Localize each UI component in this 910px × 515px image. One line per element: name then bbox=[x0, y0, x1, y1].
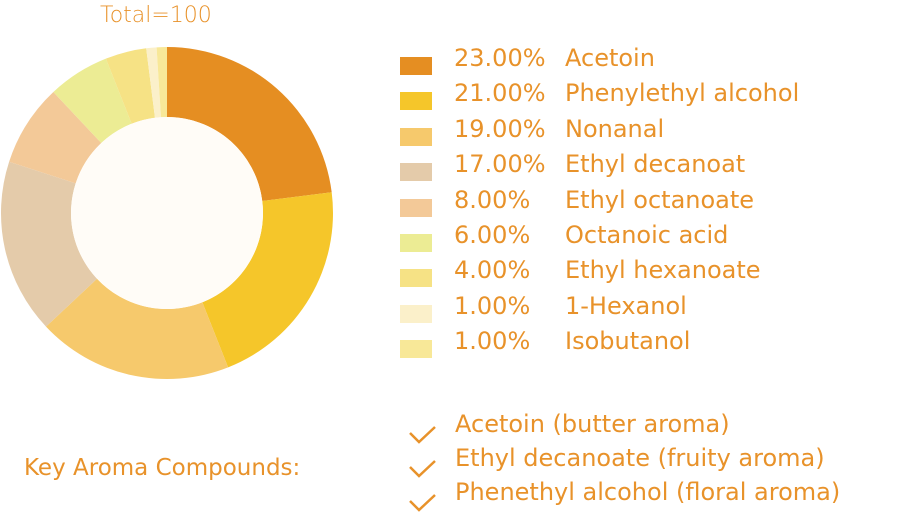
legend-percent: 19.00% bbox=[454, 114, 546, 143]
legend-swatch bbox=[400, 127, 432, 146]
legend-label: Ethyl hexanoate bbox=[565, 256, 761, 285]
key-compound-text: Acetoin (butter aroma) bbox=[455, 410, 730, 438]
legend-label: Ethyl octanoate bbox=[565, 185, 755, 214]
legend-swatch bbox=[400, 198, 432, 217]
legend-percent: 21.00% bbox=[454, 79, 546, 108]
legend-label: Octanoic acid bbox=[565, 220, 729, 249]
check-icon bbox=[409, 460, 436, 478]
key-compound-text: Ethyl decanoate (fruity aroma) bbox=[455, 444, 825, 472]
legend-swatch bbox=[400, 57, 432, 75]
slice-ethyl-hexanoate bbox=[105, 48, 155, 124]
legend-swatch bbox=[400, 92, 432, 111]
chart-title: Total=100 bbox=[100, 3, 212, 28]
legend-percent: 1.00% bbox=[454, 327, 531, 356]
donut-chart bbox=[1, 47, 333, 379]
legend-swatch bbox=[400, 340, 432, 359]
legend-percent: 23.00% bbox=[454, 44, 546, 72]
check-icon bbox=[409, 494, 436, 512]
legend-label: Isobutanol bbox=[565, 327, 691, 356]
legend-percent: 1.00% bbox=[454, 291, 531, 320]
legend-swatch bbox=[400, 233, 432, 252]
legend-percent: 6.00% bbox=[454, 220, 531, 249]
key-aroma-label: Key Aroma Compounds: bbox=[24, 455, 301, 481]
slice-octanoic-acid bbox=[53, 58, 132, 144]
legend-percent: 8.00% bbox=[454, 185, 531, 214]
legend-label: Phenylethyl alcohol bbox=[565, 79, 800, 108]
check-icon bbox=[409, 426, 436, 444]
slice-nonanal bbox=[45, 278, 229, 379]
legend-percent: 17.00% bbox=[454, 150, 546, 179]
key-compound-text: Phenethyl alcohol (floral aroma) bbox=[455, 478, 841, 506]
slice-1-hexanol bbox=[146, 47, 161, 118]
slice-ethyl-decanoat bbox=[1, 161, 98, 327]
legend-label: 1-Hexanol bbox=[565, 291, 687, 320]
slice-ethyl-octanoate bbox=[9, 91, 102, 184]
legend-label: Nonanal bbox=[565, 114, 665, 143]
donut-hole bbox=[71, 117, 263, 309]
legend-swatch bbox=[400, 269, 432, 288]
legend-swatch bbox=[400, 304, 432, 323]
legend-swatch bbox=[400, 163, 432, 182]
legend-label: Acetoin bbox=[565, 44, 655, 72]
legend-percent: 4.00% bbox=[454, 256, 531, 285]
legend-label: Ethyl decanoat bbox=[565, 150, 746, 179]
slice-acetoin bbox=[167, 47, 332, 201]
slice-phenylethyl-alcohol bbox=[202, 192, 333, 368]
slice-isobutanol bbox=[156, 47, 167, 118]
